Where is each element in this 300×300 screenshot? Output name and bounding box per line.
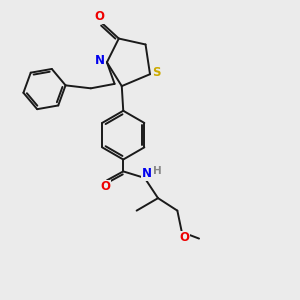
Text: O: O xyxy=(94,10,104,23)
Text: N: N xyxy=(95,54,105,67)
Text: H: H xyxy=(153,167,161,176)
Text: S: S xyxy=(152,66,161,79)
Text: O: O xyxy=(180,232,190,244)
Text: O: O xyxy=(100,180,110,194)
Text: N: N xyxy=(142,167,152,180)
